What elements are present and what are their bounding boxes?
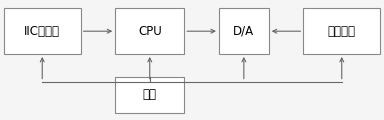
Text: 参考电压: 参考电压	[328, 25, 356, 38]
Text: IIC传感器: IIC传感器	[24, 25, 60, 38]
Bar	[219, 8, 269, 54]
Text: D/A: D/A	[233, 25, 255, 38]
Bar	[4, 8, 81, 54]
Bar	[115, 8, 184, 54]
Bar	[115, 77, 184, 113]
Bar	[303, 8, 380, 54]
Text: CPU: CPU	[138, 25, 162, 38]
Text: 电源: 电源	[143, 88, 157, 101]
